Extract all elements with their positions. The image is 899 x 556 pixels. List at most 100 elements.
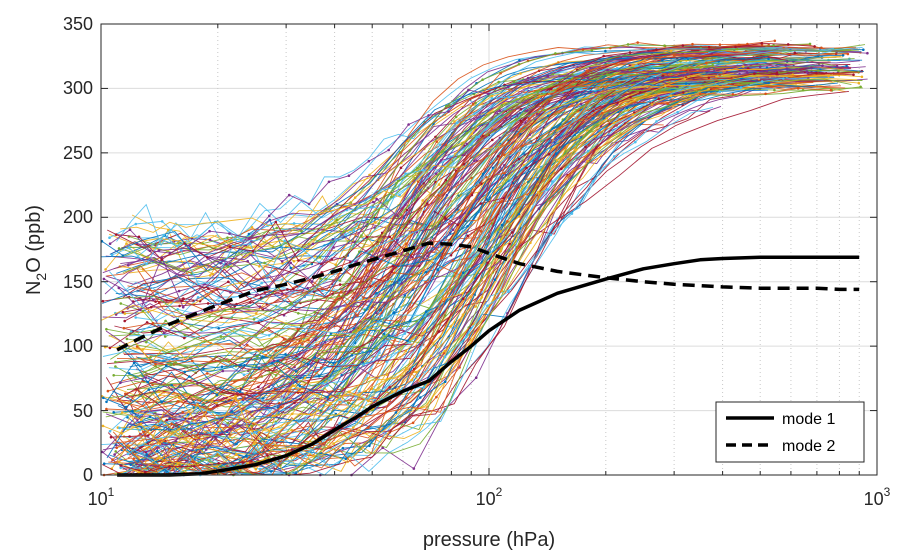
profile-point (235, 302, 238, 306)
profile-point (388, 235, 392, 239)
mode-series (116, 241, 860, 477)
profile-point (395, 181, 398, 185)
profile-point (411, 421, 415, 425)
profile-point (518, 59, 521, 62)
profile-point (258, 265, 261, 268)
profile-point (610, 100, 614, 103)
profile-point (191, 359, 194, 363)
profile-line (122, 66, 737, 476)
profile-point (215, 431, 218, 435)
profile-point (145, 262, 148, 266)
profile-point (272, 359, 276, 363)
profile-point (139, 308, 142, 312)
profile-point (370, 249, 374, 253)
profile-point (294, 370, 298, 373)
profile-point (211, 272, 215, 276)
profile-point (573, 133, 576, 137)
profile-point (480, 296, 484, 299)
profile-point (399, 213, 403, 216)
profile-point (176, 400, 180, 403)
profile-point (122, 326, 126, 330)
profile-point (291, 384, 295, 388)
y-tick-label: 300 (63, 78, 93, 98)
profile-line (112, 52, 848, 449)
profile-point (365, 235, 369, 239)
profile-point (367, 159, 371, 163)
profile-point (558, 100, 562, 104)
profile-point (250, 226, 254, 229)
profile-point (226, 236, 229, 239)
profile-point (111, 458, 114, 462)
profile-point (529, 241, 532, 245)
legend-label-mode-1: mode 1 (782, 411, 835, 428)
profile-point (385, 373, 389, 377)
profile-point (517, 212, 521, 216)
profile-point (626, 70, 629, 73)
profile-point (518, 215, 521, 218)
profile-point (140, 418, 143, 422)
y-tick-label: 200 (63, 207, 93, 227)
profile-point (286, 288, 289, 291)
profile-point (196, 403, 199, 407)
profile-point (425, 202, 429, 205)
profile-point (403, 294, 407, 297)
profile-point (315, 359, 318, 362)
profile-point (221, 369, 225, 373)
profile-point (805, 70, 809, 73)
profile-point (157, 390, 161, 394)
profile-point (381, 446, 385, 450)
profile-point (760, 80, 764, 83)
profile-point (684, 82, 688, 85)
profile-point (238, 390, 242, 394)
profile-point (289, 261, 293, 265)
profile-point (480, 288, 483, 292)
profile-point (266, 454, 269, 457)
profile-point (437, 330, 441, 333)
profile-point (350, 354, 354, 357)
profile-point (118, 426, 121, 430)
profile-point (176, 461, 180, 465)
profile-point (163, 335, 167, 338)
profile-point (123, 319, 126, 323)
profile-point (537, 190, 540, 194)
profile-point (269, 470, 273, 473)
profile-point (419, 396, 422, 399)
profile-point (406, 339, 409, 343)
profile-point (581, 48, 585, 51)
profile-point (157, 249, 161, 252)
profile-point (454, 115, 458, 119)
profile-line (114, 60, 729, 457)
profile-point (556, 158, 559, 162)
profile-point (586, 149, 590, 153)
profile-point (276, 359, 280, 363)
profile-point (257, 367, 261, 370)
profile-point (514, 118, 518, 121)
profile-point (261, 355, 265, 358)
profile-point (404, 367, 408, 370)
profile-point (102, 462, 106, 466)
profile-point (197, 436, 201, 440)
profile-point (579, 102, 583, 106)
profile-point (220, 365, 224, 369)
profile-point (503, 171, 506, 175)
profile-point (158, 393, 162, 397)
profile-point (215, 465, 219, 468)
profile-point (430, 158, 434, 161)
profile-point (362, 296, 365, 300)
x-tick-label: 102 (476, 485, 503, 509)
profile-point (718, 90, 722, 93)
profile-point (128, 228, 132, 231)
profile-point (466, 196, 470, 199)
profile-point (430, 354, 433, 358)
profile-point (145, 340, 148, 344)
profile-point (220, 316, 223, 320)
profile-point (255, 355, 259, 358)
profile-point (274, 422, 278, 425)
profile-point (129, 330, 133, 333)
profile-point (154, 364, 157, 368)
profile-point (570, 212, 574, 215)
profile-point (181, 410, 184, 414)
profile-point (462, 271, 465, 275)
profile-point (300, 247, 304, 251)
profile-point (329, 395, 332, 399)
